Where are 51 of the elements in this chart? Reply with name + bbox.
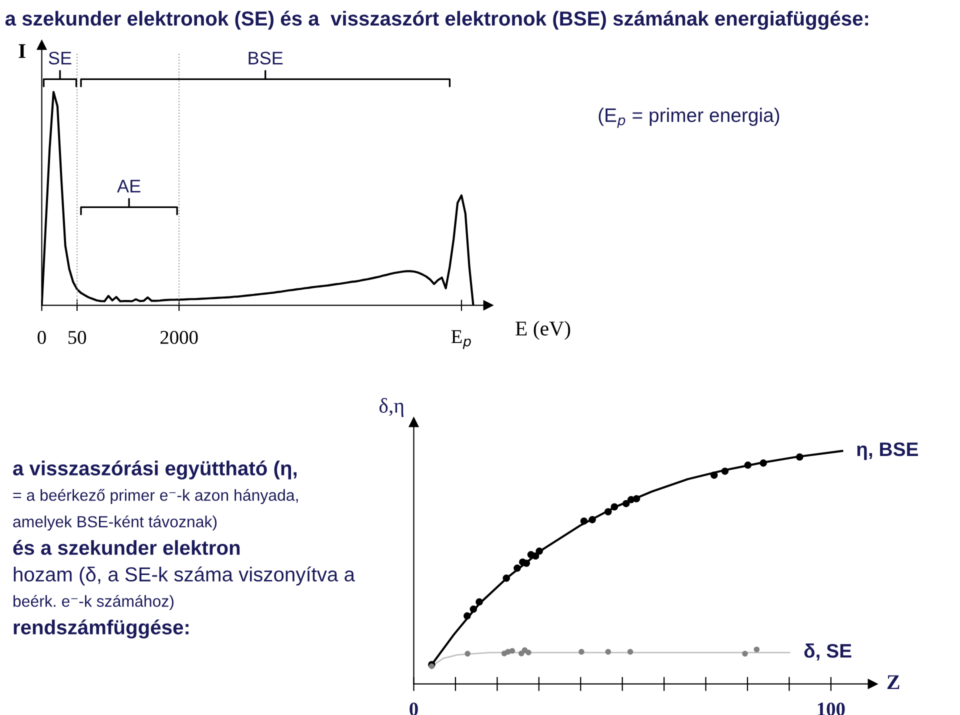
x-tick-label: 2000 <box>160 330 198 344</box>
x-axis-title: Z <box>887 675 900 689</box>
point <box>522 560 530 567</box>
text: és a szekunder elektron <box>13 540 240 555</box>
x-tick-label: E$_{p}$ <box>451 330 471 350</box>
text: hozam (δ, a SE-k száma viszonyítva a <box>14 566 355 586</box>
text: rendszámfüggése: <box>14 619 188 639</box>
point <box>627 648 634 655</box>
point <box>588 516 596 524</box>
point <box>605 648 612 655</box>
point <box>580 517 588 525</box>
point <box>505 648 511 655</box>
point <box>526 650 532 656</box>
point <box>578 648 584 655</box>
y-axis-title: δ,η <box>379 398 404 418</box>
point <box>502 574 510 582</box>
text: (E$_{p}$ = primer energia) <box>598 108 780 128</box>
text: = a beérkező primer e⁻-k azon hányada, <box>13 488 298 504</box>
point <box>721 468 729 475</box>
x-tick-label: 0 <box>38 330 46 344</box>
series-label: η, BSE <box>857 442 918 460</box>
text: a visszaszórási együttható (η, <box>13 460 297 480</box>
point <box>428 663 435 670</box>
point <box>622 500 630 508</box>
text: BSE <box>248 52 283 64</box>
y-axis-title: I <box>18 44 26 58</box>
point <box>509 648 516 654</box>
point <box>604 508 612 516</box>
point <box>710 472 718 479</box>
annotation: AE <box>117 180 140 192</box>
point <box>754 646 760 652</box>
x-tick-label: 50 <box>68 330 86 344</box>
point <box>470 606 478 613</box>
point <box>464 650 470 657</box>
point <box>514 564 521 572</box>
point <box>536 548 543 555</box>
x-axis-title: E (eV) <box>516 320 570 340</box>
point <box>632 495 640 502</box>
text: SE <box>48 52 72 64</box>
point <box>476 598 483 606</box>
point <box>518 650 524 656</box>
point <box>796 453 804 461</box>
point <box>760 459 767 467</box>
point <box>464 612 471 620</box>
text: beérk. e⁻-k számához) <box>14 594 174 610</box>
series-label: δ, SE <box>804 643 852 661</box>
point <box>610 503 618 511</box>
text: amelyek BSE-ként távoznak) <box>13 515 217 531</box>
point <box>744 462 752 469</box>
chart-title: a szekunder elektronok (SE) és a visszaszórt elektronok (BSE) számának energiafüggése: <box>5 10 868 30</box>
point <box>742 650 748 657</box>
